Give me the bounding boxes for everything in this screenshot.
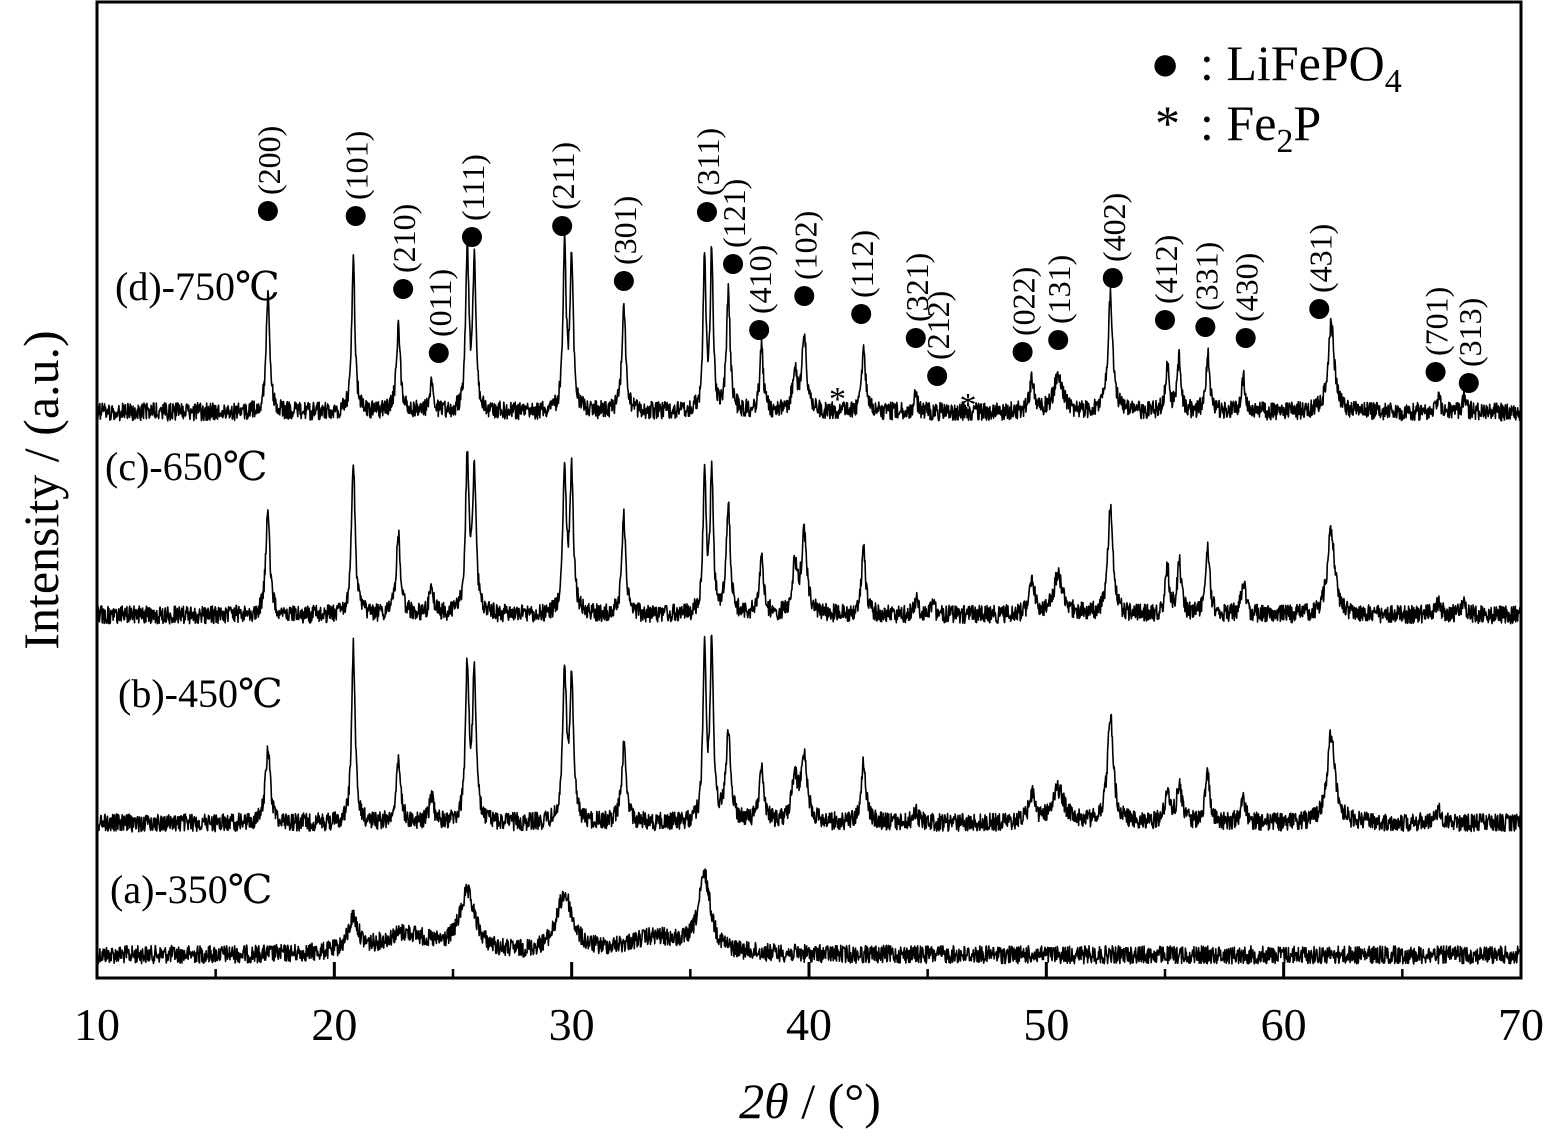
series-line-2	[96, 450, 1522, 625]
peak-label: (131)	[1041, 255, 1077, 324]
series-line-3	[96, 230, 1522, 422]
x-axis: 10 20 30 40 50 60 70	[74, 962, 1544, 1050]
peak-label: (311)	[690, 128, 726, 196]
lifepo4-peak-marker	[1458, 373, 1479, 393]
y-axis-title: Intensity / (a.u.)	[13, 330, 69, 649]
peak-label: (430)	[1229, 253, 1265, 322]
x-tick-label: 50	[1023, 999, 1069, 1050]
peak-label: (331)	[1188, 242, 1224, 311]
x-tick-label: 10	[74, 999, 120, 1050]
x-tick-label: 20	[311, 999, 357, 1050]
peak-annotations: (200) (101) (210)(011) (111) (211) (301) (311)…	[251, 126, 1488, 424]
lifepo4-peak-marker	[696, 202, 717, 222]
series-label: (c)-650℃	[105, 444, 267, 489]
lifepo4-peak-marker	[927, 366, 948, 386]
fe2p-peak-marker: *	[960, 387, 977, 424]
peak-label: (111)	[455, 154, 491, 221]
lifepo4-peak-marker	[257, 201, 278, 221]
peak-label: (212)	[920, 291, 956, 360]
lifepo4-peak-marker	[393, 279, 414, 299]
x-tick-label: 40	[786, 999, 832, 1050]
peak-label: (301)	[607, 196, 643, 265]
peak-label: (210)	[386, 204, 422, 273]
xrd-traces	[96, 230, 1522, 965]
legend-symbol-fe2p: *	[1155, 95, 1180, 151]
series-label: (a)-350℃	[110, 867, 272, 912]
series-label: (b)-450℃	[118, 671, 283, 716]
peak-label: (321)	[899, 253, 935, 322]
lifepo4-peak-marker	[1048, 330, 1069, 350]
peak-label: (313)	[1452, 298, 1488, 367]
peak-label: (121)	[716, 179, 752, 248]
legend: ● : LiFePO4 * : Fe2P	[1150, 35, 1402, 160]
lifepo4-peak-marker	[1235, 328, 1256, 348]
legend-entry-fe2p: * : Fe2P	[1155, 95, 1321, 160]
series-line-1	[96, 634, 1522, 833]
peak-label: (022)	[1006, 267, 1042, 336]
peak-label: (410)	[742, 245, 778, 314]
peak-label: (402)	[1096, 193, 1132, 262]
lifepo4-peak-marker	[613, 271, 634, 291]
peak-label: (112)	[844, 230, 880, 298]
lifepo4-peak-marker	[1309, 299, 1330, 319]
lifepo4-peak-marker	[1155, 310, 1175, 330]
peak-label: (011)	[422, 269, 458, 337]
peak-label: (101)	[339, 131, 375, 200]
lifepo4-peak-marker	[905, 328, 926, 348]
legend-symbol-lifepo4: ●	[1150, 35, 1180, 91]
series-labels: (a)-350℃ (b)-450℃ (c)-650℃ (d)-750℃	[105, 264, 283, 912]
peak-label: (431)	[1302, 224, 1338, 293]
fe2p-peak-marker: *	[829, 381, 846, 418]
x-tick-label: 70	[1498, 999, 1544, 1050]
lifepo4-peak-marker	[428, 343, 449, 363]
legend-label-lifepo4: : LiFePO4	[1200, 35, 1402, 100]
series-line-0	[96, 868, 1522, 965]
lifepo4-peak-marker	[749, 320, 770, 340]
lifepo4-peak-marker	[1012, 342, 1033, 362]
x-tick-label: 60	[1261, 999, 1307, 1050]
legend-label-fe2p: : Fe2P	[1200, 95, 1321, 160]
lifepo4-peak-marker	[723, 254, 744, 274]
x-axis-title: 2θ / (°)	[739, 1073, 881, 1129]
lifepo4-peak-marker	[794, 286, 815, 306]
peak-label: (701)	[1419, 287, 1455, 356]
series-label: (d)-750℃	[115, 264, 280, 309]
legend-entry-lifepo4: ● : LiFePO4	[1150, 35, 1402, 100]
lifepo4-peak-marker	[461, 227, 482, 247]
x-tick-label: 30	[549, 999, 595, 1050]
lifepo4-peak-marker	[851, 304, 872, 324]
peak-label: (200)	[251, 126, 287, 195]
peak-label: (102)	[787, 211, 823, 280]
lifepo4-peak-marker	[552, 216, 573, 236]
lifepo4-peak-marker	[1425, 362, 1446, 382]
peak-label: (412)	[1148, 235, 1184, 304]
lifepo4-peak-marker	[1195, 317, 1216, 337]
lifepo4-peak-marker	[345, 206, 366, 226]
peak-label: (211)	[545, 142, 581, 210]
lifepo4-peak-marker	[1102, 268, 1123, 288]
